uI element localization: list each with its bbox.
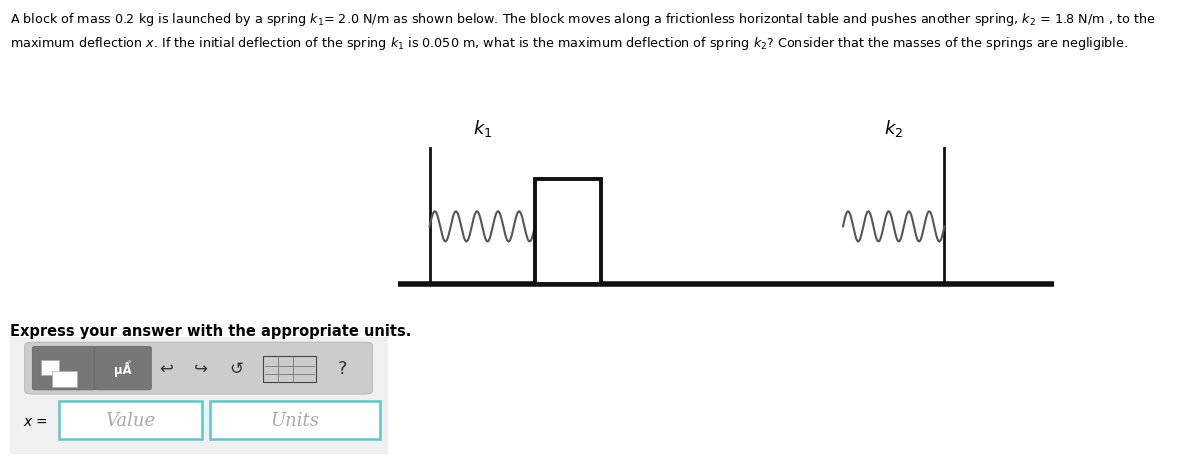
- Bar: [41, 360, 60, 375]
- Text: ↺: ↺: [229, 359, 244, 377]
- Bar: [263, 356, 316, 382]
- Bar: [535, 179, 601, 285]
- Text: A block of mass 0.2 kg is launched by a spring $k_1$= 2.0 N/m as shown below. Th: A block of mass 0.2 kg is launched by a …: [10, 11, 1156, 28]
- Text: Units: Units: [270, 411, 319, 429]
- FancyBboxPatch shape: [32, 347, 96, 390]
- Text: $k_1$: $k_1$: [473, 117, 492, 138]
- Text: maximum deflection $x$. If the initial deflection of the spring $k_1$ is 0.050 m: maximum deflection $x$. If the initial d…: [10, 34, 1128, 51]
- FancyBboxPatch shape: [59, 401, 203, 439]
- Text: ↪: ↪: [193, 359, 208, 377]
- Text: Value: Value: [106, 411, 156, 429]
- Text: Express your answer with the appropriate units.: Express your answer with the appropriate…: [10, 324, 410, 339]
- FancyBboxPatch shape: [25, 342, 372, 394]
- Text: $k_2$: $k_2$: [884, 117, 904, 138]
- Text: $x$ =: $x$ =: [23, 414, 48, 428]
- FancyBboxPatch shape: [7, 336, 390, 455]
- Bar: [52, 371, 77, 386]
- Text: μÅ: μÅ: [114, 361, 132, 376]
- Text: ↩: ↩: [160, 359, 174, 377]
- Text: °: °: [127, 360, 131, 366]
- Text: ?: ?: [337, 359, 347, 377]
- FancyBboxPatch shape: [95, 347, 151, 390]
- FancyBboxPatch shape: [210, 401, 380, 439]
